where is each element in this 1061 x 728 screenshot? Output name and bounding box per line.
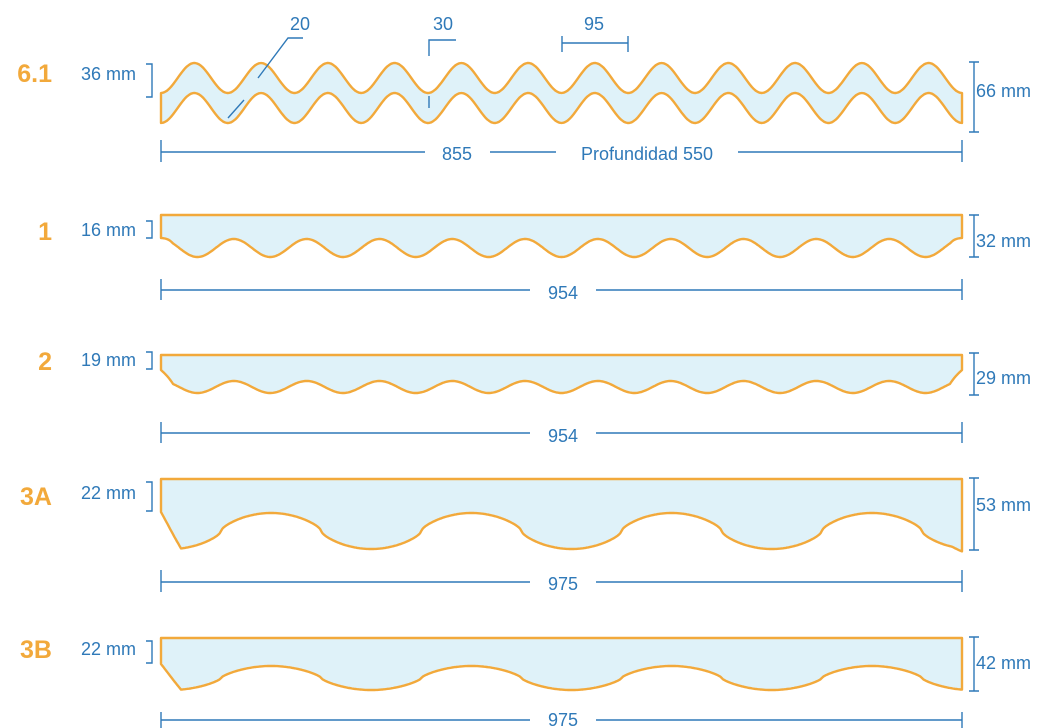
corrugated-sheet-6-1	[159, 61, 964, 125]
corrugated-sheet-2	[159, 353, 964, 395]
pitch-dimension-95	[561, 36, 629, 52]
profile-id-2: 2	[38, 348, 52, 376]
profile-2: 2 19 mm 29 mm 954	[38, 348, 1031, 446]
right-height-3a: 53 mm	[976, 495, 1031, 515]
callout-95: 95	[584, 14, 604, 34]
profile-id-6-1: 6.1	[17, 60, 52, 88]
left-bracket-2	[146, 351, 153, 370]
profile-3a: 3A 22 mm 53 mm 975	[20, 477, 1031, 594]
width-line-6-1	[160, 140, 963, 162]
leader-20-lower	[227, 99, 245, 119]
corrugated-sheet-1	[159, 213, 964, 259]
right-bracket-2	[969, 352, 979, 396]
left-thickness-6-1: 36 mm	[81, 64, 136, 84]
profile-1: 1 16 mm 32 mm 954	[38, 213, 1031, 303]
profile-id-3b: 3B	[20, 636, 52, 664]
profile-6-1: 6.1 36 mm 66 mm 20 30 95 855 Profundidad…	[17, 14, 1031, 164]
right-bracket-3b	[969, 636, 979, 692]
width-line-2	[160, 422, 963, 443]
left-thickness-2: 19 mm	[81, 350, 136, 370]
width-label-3b: 975	[548, 710, 578, 728]
right-height-1: 32 mm	[976, 231, 1031, 251]
leader-20	[257, 37, 303, 79]
width-label-1: 954	[548, 283, 578, 303]
width-line-3a	[160, 570, 963, 592]
width-line-3b	[160, 712, 963, 728]
profile-id-1: 1	[38, 218, 52, 246]
width-line-1	[160, 279, 963, 300]
right-bracket-3a	[969, 477, 979, 551]
width-label-6-1: 855	[442, 144, 472, 164]
left-thickness-3b: 22 mm	[81, 639, 136, 659]
right-height-6-1: 66 mm	[976, 81, 1031, 101]
left-bracket-6-1	[146, 63, 153, 98]
left-thickness-3a: 22 mm	[81, 483, 136, 503]
profile-3b: 3B 22 mm 42 mm 975	[20, 636, 1031, 728]
corrugated-sheet-3a	[159, 477, 964, 553]
width-label-3a: 975	[548, 574, 578, 594]
callout-20: 20	[290, 14, 310, 34]
callout-30: 30	[433, 14, 453, 34]
width-label-2: 954	[548, 426, 578, 446]
left-bracket-3a	[146, 481, 153, 512]
left-bracket-1	[146, 220, 153, 239]
profile-id-3a: 3A	[20, 483, 52, 511]
corrugated-sheet-3b	[159, 636, 964, 692]
leader-30	[428, 39, 456, 108]
right-height-2: 29 mm	[976, 368, 1031, 388]
right-bracket-6-1	[969, 61, 979, 133]
left-bracket-3b	[146, 640, 153, 664]
right-bracket-1	[969, 214, 979, 258]
left-thickness-1: 16 mm	[81, 220, 136, 240]
depth-label-6-1: Profundidad 550	[581, 144, 713, 164]
right-height-3b: 42 mm	[976, 653, 1031, 673]
